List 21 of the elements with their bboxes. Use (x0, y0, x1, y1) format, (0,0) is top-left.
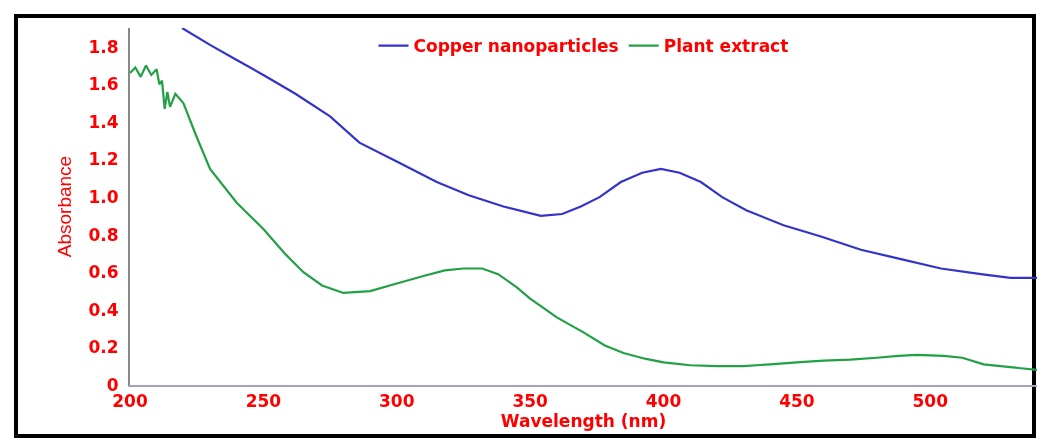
x-tick-label: 400 (645, 391, 682, 412)
legend-label: Plant extract (663, 36, 789, 57)
y-tick-label: 1.0 (88, 187, 119, 208)
y-tick-label: 0.6 (88, 262, 119, 283)
x-tick-label: 450 (779, 391, 815, 412)
y-tick-label: 0.4 (88, 299, 119, 320)
x-tick-label: 500 (912, 391, 949, 412)
y-tick-label: 0.8 (88, 224, 119, 245)
y-tick-label: 1.4 (88, 111, 119, 132)
line-series (130, 64, 1037, 372)
legend-label: Copper nanoparticles (413, 36, 619, 57)
x-tick-label: 250 (245, 391, 282, 412)
y-tick-label: 1.6 (88, 74, 119, 95)
y-tick-label: 0.2 (88, 337, 119, 358)
x-tick-label: 300 (379, 391, 415, 412)
y-tick-label: 1.8 (88, 36, 119, 57)
line-series (180, 28, 1037, 279)
x-axis-title: Wavelength (nm) (500, 411, 667, 432)
y-tick-label: 1.2 (88, 149, 119, 170)
y-axis-title: Absorbance (53, 155, 75, 258)
x-tick-label: 350 (512, 391, 549, 412)
